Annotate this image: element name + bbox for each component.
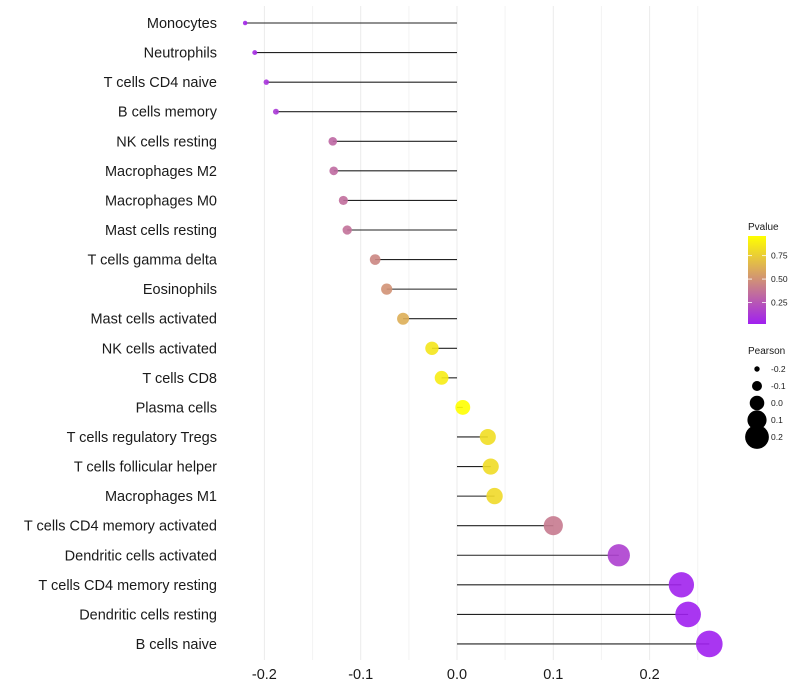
size-key-label: 0.1 xyxy=(771,415,783,425)
size-key-dot xyxy=(747,410,767,430)
y-tick-label: Eosinophils xyxy=(143,282,217,298)
data-point xyxy=(695,630,723,658)
size-key-dot xyxy=(749,395,765,411)
size-key-label: 0.0 xyxy=(771,398,783,408)
legend-pvalue-title: Pvalue xyxy=(748,222,779,233)
y-tick-label: B cells memory xyxy=(118,105,218,121)
y-tick-label: T cells follicular helper xyxy=(74,460,217,476)
y-tick-label: Mast cells resting xyxy=(105,223,217,239)
size-key-label: 0.2 xyxy=(771,432,783,442)
legend-pearson-title: Pearson xyxy=(748,346,785,357)
size-key-dot xyxy=(745,425,769,449)
data-point xyxy=(369,254,381,265)
x-axis-tick-labels: -0.2 -0.1 0.0 0.1 0.2 xyxy=(252,667,660,683)
colorbar-tick-label: 0.75 xyxy=(771,251,788,261)
x-tick-label: 0.2 xyxy=(640,667,660,683)
data-point xyxy=(338,195,348,205)
y-tick-label: T cells regulatory Tregs xyxy=(67,430,217,446)
data-point xyxy=(272,108,279,115)
y-axis-labels: Monocytes Neutrophils T cells CD4 naive B c… xyxy=(24,16,218,653)
x-tick-label: -0.2 xyxy=(252,667,277,683)
y-tick-label: T cells CD4 memory resting xyxy=(38,578,217,594)
data-point xyxy=(381,283,393,295)
x-tick-label: -0.1 xyxy=(348,667,373,683)
legend-colorbar xyxy=(748,236,766,324)
y-tick-label: Plasma cells xyxy=(136,400,217,416)
data-point xyxy=(425,341,439,355)
legend-pearson: Pearson -0.2 -0.1 0.0 0.1 0.2 xyxy=(745,346,786,449)
y-tick-label: Macrophages M1 xyxy=(105,489,217,505)
size-key-dot xyxy=(752,381,762,391)
data-point xyxy=(486,487,503,505)
colorbar-ticks: 0.25 0.50 0.75 xyxy=(748,251,788,307)
data-point xyxy=(607,544,630,567)
y-tick-label: Dendritic cells resting xyxy=(79,607,217,623)
y-tick-label: Macrophages M0 xyxy=(105,193,217,209)
data-point xyxy=(342,225,352,235)
y-tick-label: Neutrophils xyxy=(144,46,217,62)
size-key-label: -0.1 xyxy=(771,381,786,391)
data-point xyxy=(668,572,695,598)
y-tick-label: B cells naive xyxy=(136,637,217,653)
data-point xyxy=(263,79,270,85)
size-key-dot xyxy=(754,366,760,372)
y-tick-label: NK cells resting xyxy=(116,134,217,150)
y-tick-label: NK cells activated xyxy=(102,341,217,357)
y-tick-label: Macrophages M2 xyxy=(105,164,217,180)
size-key-label: -0.2 xyxy=(771,364,786,374)
y-tick-label: Monocytes xyxy=(147,16,217,32)
y-tick-label: Mast cells activated xyxy=(90,312,217,328)
stems xyxy=(245,22,710,645)
y-tick-label: T cells CD4 memory activated xyxy=(24,519,217,535)
data-point xyxy=(242,20,248,26)
size-keys: -0.2 -0.1 0.0 0.1 0.2 xyxy=(745,364,786,449)
data-point xyxy=(434,370,449,385)
y-tick-label: T cells CD8 xyxy=(142,371,217,387)
gridlines xyxy=(263,6,699,660)
x-tick-label: 0.1 xyxy=(543,667,563,683)
points xyxy=(242,20,723,658)
y-tick-label: T cells CD4 naive xyxy=(104,75,217,91)
y-tick-label: Dendritic cells activated xyxy=(65,548,217,564)
data-point xyxy=(397,312,410,325)
data-point xyxy=(455,399,471,415)
y-tick-label: T cells gamma delta xyxy=(88,253,218,269)
data-point xyxy=(482,458,499,475)
x-tick-label: 0.0 xyxy=(447,667,467,683)
colorbar-tick-label: 0.50 xyxy=(771,274,788,284)
data-point xyxy=(252,50,258,56)
colorbar-tick-label: 0.25 xyxy=(771,297,788,307)
data-point xyxy=(543,516,563,536)
data-point xyxy=(329,166,339,176)
data-point xyxy=(479,428,496,446)
data-point xyxy=(675,601,701,628)
data-point xyxy=(328,136,338,146)
legend-pvalue: Pvalue 0.25 0.50 0.75 xyxy=(748,222,788,324)
